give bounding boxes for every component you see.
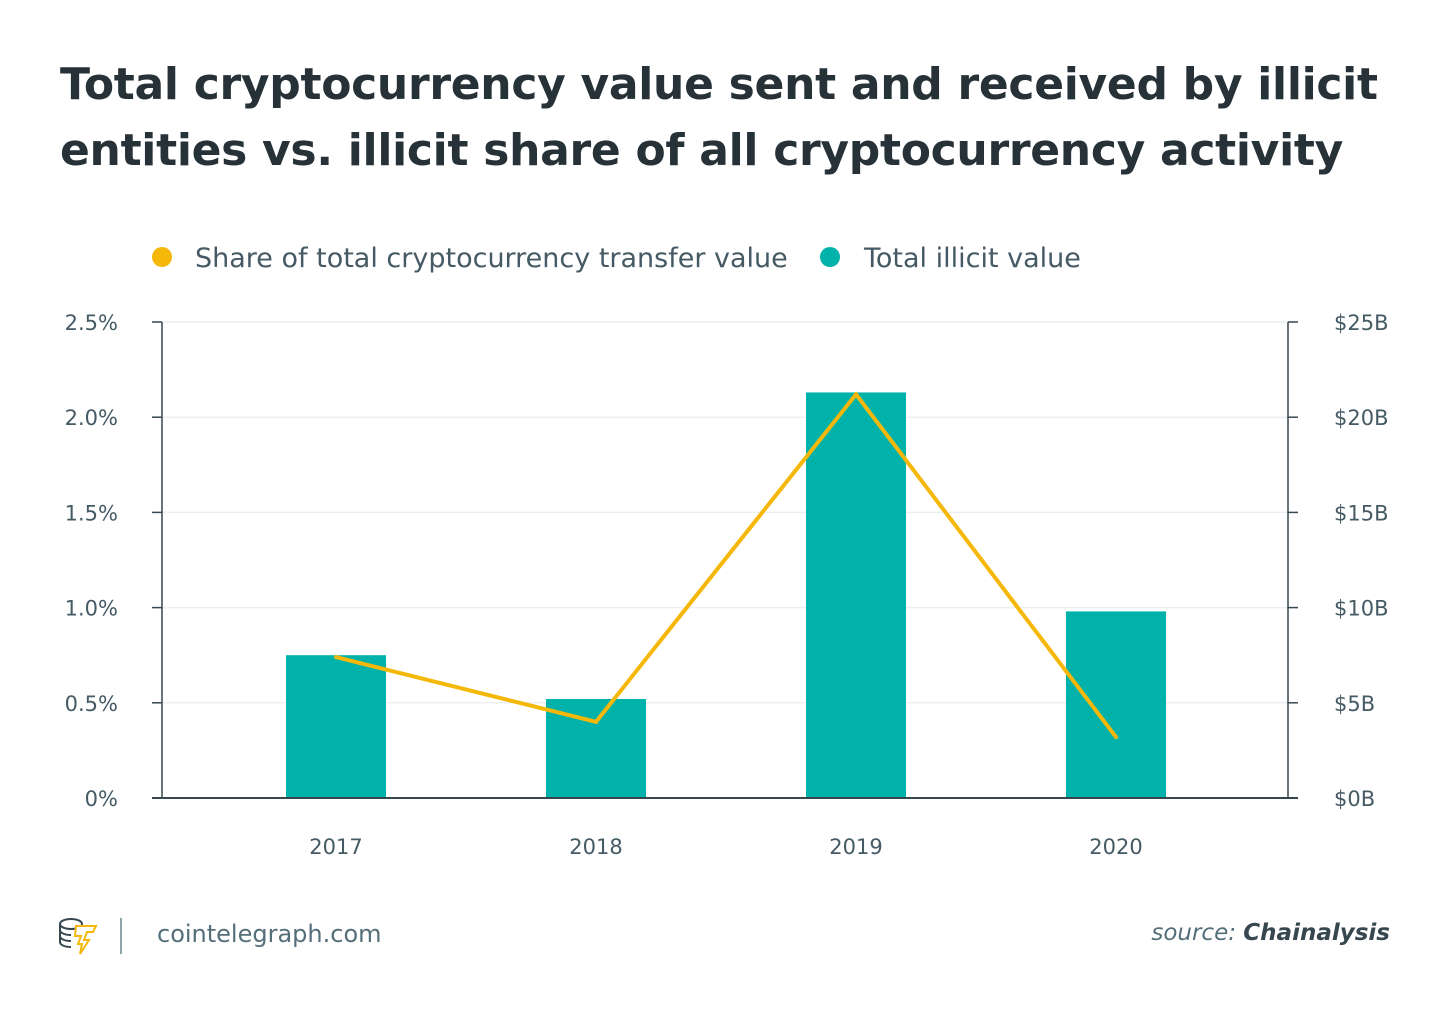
x-tick-label: 2020 [1089,835,1142,859]
source-label: source: [1151,920,1236,946]
right-tick-label: $25B [1334,311,1389,335]
right-tick-label: $0B [1334,787,1375,811]
cointelegraph-logo-icon [59,918,98,955]
left-tick-label: 2.5% [65,311,118,335]
share-point-2017 [334,655,338,660]
legend-label-illicit: Total illicit value [863,243,1081,274]
right-tick-label: $5B [1334,692,1375,716]
share-point-2018 [594,719,598,724]
bar-2017 [286,655,386,798]
footer-site: cointelegraph.com [157,920,382,948]
left-tick-label: 2.0% [65,406,118,430]
share-line [335,391,1118,739]
legend-marker-share [152,247,172,267]
right-tick-label: $10B [1334,597,1389,621]
legend-label-share: Share of total cryptocurrency transfer v… [195,243,788,274]
source-name: Chainalysis [1243,920,1390,946]
x-tick-label: 2019 [829,835,882,859]
bar-2019 [806,392,906,798]
left-tick-label: 1.0% [65,597,118,621]
chart-title: Total cryptocurrency value sent and rece… [60,59,1378,176]
footer-source: source: Chainalysis [1151,920,1390,946]
right-tick-label: $15B [1334,501,1389,525]
share-point-2020 [1114,735,1118,740]
left-tick-label: 1.5% [65,501,118,525]
footer-divider [120,918,122,954]
x-tick-label: 2017 [309,835,362,859]
bar-2020 [1066,611,1166,798]
share-point-2019 [854,392,858,397]
legend-marker-illicit [820,247,840,267]
right-tick-label: $20B [1334,406,1389,430]
left-tick-label: 0% [85,787,118,811]
x-tick-label: 2018 [569,835,622,859]
left-tick-label: 0.5% [65,692,118,716]
